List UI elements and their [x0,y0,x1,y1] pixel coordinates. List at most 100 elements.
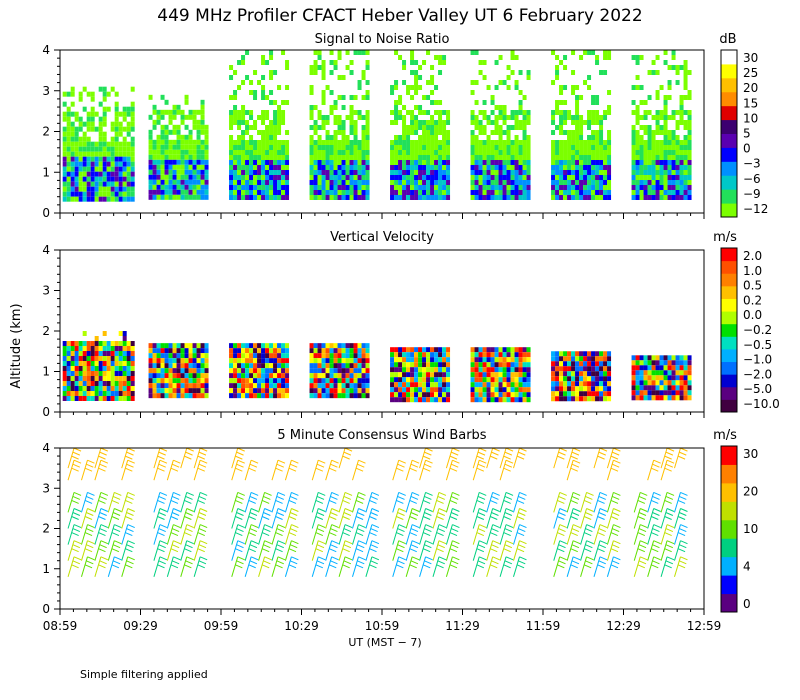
heatmap-cell [470,150,475,155]
wind-barb [432,508,440,529]
heatmap-cell [502,352,507,358]
heatmap-cell [430,362,435,368]
heatmap-cell [309,358,314,364]
heatmap-cell [430,120,435,125]
heatmap-cell [126,181,131,187]
heatmap-cell [514,347,519,353]
heatmap-cell [482,347,487,353]
heatmap-cell [639,135,644,140]
heatmap-cell [337,343,342,349]
heatmap-cell [591,356,596,362]
wind-barb-flag [586,540,594,545]
heatmap-cell [599,70,604,75]
heatmap-cell [70,161,75,167]
heatmap-cell [643,110,648,115]
heatmap-cell [152,363,157,369]
heatmap-cell [118,331,123,336]
heatmap-cell [414,90,419,95]
heatmap-cell [106,371,111,376]
heatmap-cell [341,373,346,379]
heatmap-cell [402,150,407,155]
heatmap-cell [229,175,234,180]
heatmap-cell [410,185,415,190]
heatmap-cell [204,184,209,190]
wind-barb [311,492,319,513]
heatmap-cell [204,149,209,155]
heatmap-cell [510,362,515,368]
heatmap-cell [434,120,439,125]
heatmap-cell [204,393,209,399]
wind-barb-flag [424,463,432,468]
heatmap-cell [675,125,680,130]
heatmap-cell [478,347,483,353]
heatmap-cell [402,140,407,145]
heatmap-cell [365,125,370,130]
wind-barb-flag [369,548,377,553]
heatmap-cell [78,376,83,381]
wind-barb-flag [410,512,419,516]
heatmap-cell [607,110,612,115]
heatmap-cell [345,135,350,140]
heatmap-cell [474,347,479,353]
heatmap-cell [168,159,173,165]
heatmap-cell [418,377,423,383]
heatmap-cell [126,166,131,172]
wind-barb-flag [199,447,208,452]
heatmap-cell [237,190,242,195]
heatmap-cell [233,160,238,165]
heatmap-cell [94,376,99,381]
heatmap-cell [172,388,177,394]
heatmap-cell [647,185,652,190]
heatmap-cell [62,381,67,386]
heatmap-cell [430,75,435,80]
heatmap-cell [575,120,580,125]
heatmap-cell [160,358,165,364]
heatmap-cell [361,195,366,200]
heatmap-cell [482,145,487,150]
wind-barb-flag [479,508,487,512]
wind-barb-flag [343,512,352,516]
heatmap-cell [494,145,499,150]
heatmap-cell [591,95,596,100]
heatmap-cell [273,175,278,180]
colorbar-swatch [720,519,738,539]
wind-barb-flag [342,564,350,569]
heatmap-cell [241,120,246,125]
heatmap-cell [110,171,115,177]
heatmap-cell [603,361,608,367]
heatmap-cell [687,185,692,190]
heatmap-cell [309,65,314,70]
heatmap-cell [329,175,334,180]
heatmap-cell [164,139,169,145]
heatmap-cell [337,388,342,394]
heatmap-cell [353,393,358,399]
heatmap-cell [675,180,680,185]
heatmap-cell [130,141,135,147]
heatmap-cell [365,358,370,364]
heatmap-cell [442,155,447,160]
wind-barb [674,447,681,469]
wind-barb [419,492,427,513]
heatmap-cell [78,191,83,197]
wind-barb-flag [330,528,338,533]
heatmap-cell [98,341,103,346]
heatmap-cell [329,60,334,65]
heatmap-cell [253,140,258,145]
heatmap-cell [607,366,612,372]
wind-barb-flag [637,532,646,537]
wind-barb-flag [158,560,166,565]
heatmap-cell [522,347,527,353]
heatmap-cell [253,378,258,384]
heatmap-cell [349,383,354,389]
heatmap-cell [365,95,370,100]
wind-barb-flag [449,532,458,537]
heatmap-cell [192,393,197,399]
heatmap-cell [156,174,161,180]
heatmap-cell [434,175,439,180]
heatmap-cell [361,75,366,80]
heatmap-cell [563,351,568,357]
heatmap-cell [446,120,451,125]
heatmap-cell [506,85,511,90]
heatmap-cell [156,378,161,384]
heatmap-cell [273,363,278,369]
